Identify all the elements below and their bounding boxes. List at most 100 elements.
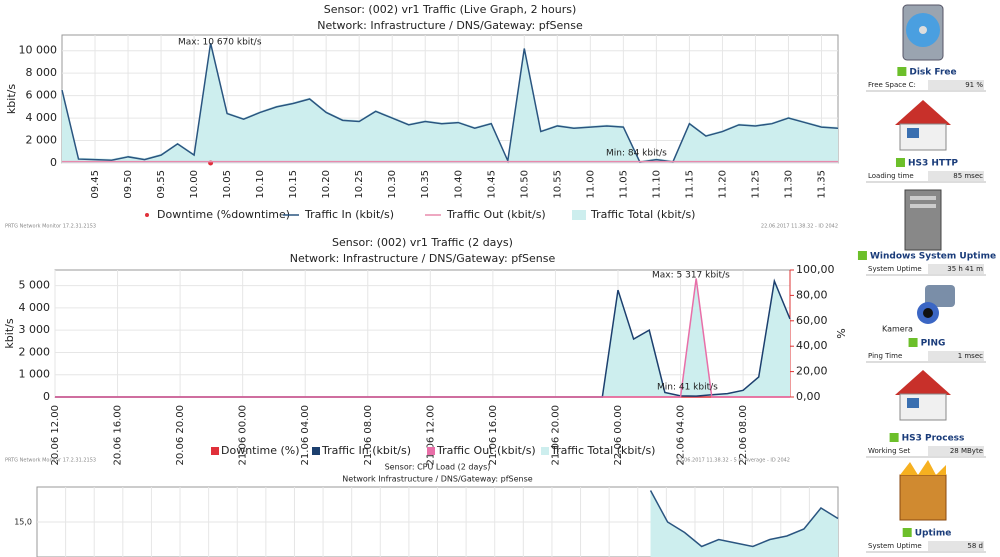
x-tick-label: 22.06 08.00 xyxy=(738,405,749,465)
channel-value: 35 h 41 m xyxy=(947,265,983,273)
x-tick-label: 21.06 12.00 xyxy=(425,405,436,465)
charts: Sensor: (002) vr1 Traffic (Live Graph, 2… xyxy=(3,3,848,557)
sensor-name: PING xyxy=(921,339,946,349)
x-tick-label: 09.45 xyxy=(90,170,101,199)
x-tick-label: 09.50 xyxy=(123,170,134,199)
sensor-panel: Kamera xyxy=(882,4,955,521)
x-tick-label: 10.10 xyxy=(255,170,266,199)
x-tick-label: 10.15 xyxy=(288,170,299,199)
legend-label: Downtime (%downtime) xyxy=(157,208,290,221)
x-tick-label: 11.25 xyxy=(750,170,761,199)
channel-name: Loading time xyxy=(868,172,914,180)
x-tick-label: 10.40 xyxy=(453,170,464,199)
channel-name: Free Space C: xyxy=(868,81,916,89)
chart-title: Sensor: (002) vr1 Traffic (2 days) xyxy=(332,236,513,249)
sensor-name: HS3 Process xyxy=(902,434,965,444)
legend-label: Traffic Out (kbit/s) xyxy=(436,444,536,457)
x-tick-label: 10.35 xyxy=(420,170,431,199)
y-axis-title: kbit/s xyxy=(3,318,16,348)
x-tick-label: 21.06 20.00 xyxy=(550,405,561,465)
sensor-name: Disk Free xyxy=(909,68,956,78)
y2-tick-label: 80,00 xyxy=(796,288,828,301)
legend-label: Traffic Total (kbit/s) xyxy=(590,208,695,221)
x-tick-label: 10.55 xyxy=(552,170,563,199)
y2-tick-label: 40,00 xyxy=(796,339,828,352)
legend-marker xyxy=(312,447,320,455)
y-tick-label: 1 000 xyxy=(19,368,51,381)
channel-value: 28 MByte xyxy=(950,447,983,455)
y-tick-label: 6 000 xyxy=(26,89,58,102)
y-tick-label: 8 000 xyxy=(26,66,58,79)
sensor-name: HS3 HTTP xyxy=(908,159,958,169)
status-ok-icon xyxy=(908,338,918,347)
y2-tick-label: 20,00 xyxy=(796,365,828,378)
channel-value: 91 % xyxy=(965,81,983,89)
x-tick-label: 11.10 xyxy=(651,170,662,199)
x-tick-label: 20.06 20.00 xyxy=(175,405,186,465)
chart-subtitle: Network: Infrastructure / DNS/Gateway: p… xyxy=(317,19,583,32)
chart: Sensor: CPU Load (2 days) Network Infrast… xyxy=(14,463,839,557)
x-tick-label: 20.06 12.00 xyxy=(50,405,61,465)
x-tick-label: 20.06 16.00 xyxy=(113,405,124,465)
chart-title: Sensor: (002) vr1 Traffic (Live Graph, 2… xyxy=(324,3,577,16)
firewall-icon xyxy=(899,460,947,521)
annotation: Min: 41 kbit/s xyxy=(657,383,718,393)
plot-area xyxy=(54,269,791,398)
x-tick-label: 10.00 xyxy=(189,170,200,199)
y-tick-label: 5 000 xyxy=(19,279,51,292)
chart: Sensor: (002) vr1 Traffic (Live Graph, 2… xyxy=(5,3,839,230)
channel-name: System Uptime xyxy=(868,542,922,550)
annotation: Max: 5 317 kbit/s xyxy=(652,271,730,281)
footer-note: PRTG Network Monitor 17.2.31.2153 xyxy=(5,458,96,464)
y-tick-label: 15,0 xyxy=(14,518,32,527)
footer-note: 22.06.2017 11.38.32 - 5 m Average - ID 2… xyxy=(676,458,790,464)
house-icon xyxy=(895,370,951,421)
legend-marker xyxy=(427,447,435,455)
annotation: Max: 10 670 kbit/s xyxy=(178,38,262,48)
chart-title: Sensor: CPU Load (2 days) xyxy=(385,463,491,472)
area xyxy=(650,490,838,557)
y-tick-label: 10 000 xyxy=(19,44,58,57)
y-tick-label: 2 000 xyxy=(19,345,51,358)
legend-label: Traffic Out (kbit/s) xyxy=(446,208,546,221)
chart-subtitle: Network: Infrastructure / DNS/Gateway: p… xyxy=(290,252,556,265)
area xyxy=(55,277,790,397)
series-line xyxy=(55,278,790,398)
x-tick-label: 22.06 00.00 xyxy=(613,405,624,465)
channel-gauge xyxy=(928,264,984,274)
chart: Sensor: (002) vr1 Traffic (2 days) Networ… xyxy=(3,236,848,465)
x-tick-label: 11.15 xyxy=(684,170,695,199)
channel-name: System Uptime xyxy=(868,265,922,273)
server-icon xyxy=(904,189,942,251)
y2-axis-title: % xyxy=(835,328,848,338)
y-tick-label: 0 xyxy=(50,156,57,169)
channel-gauge xyxy=(928,541,984,551)
legend-marker xyxy=(541,447,549,455)
channel-gauge xyxy=(928,351,984,361)
y2-tick-label: 0,00 xyxy=(796,390,821,403)
y2-tick-label: 100,00 xyxy=(796,263,835,276)
y-tick-label: 4 000 xyxy=(19,301,51,314)
x-tick-label: 11.00 xyxy=(585,170,596,199)
channel-name: Working Set xyxy=(868,447,911,455)
x-tick-label: 10.25 xyxy=(354,170,365,199)
footer-note: PRTG Network Monitor 17.2.31.2153 xyxy=(5,224,96,230)
x-tick-label: 22.06 04.00 xyxy=(676,405,687,465)
x-tick-label: 21.06 08.00 xyxy=(363,405,374,465)
channel-gauge xyxy=(928,171,984,181)
legend-label: Downtime (%) xyxy=(221,444,300,457)
status-ok-icon xyxy=(895,158,905,167)
x-tick-label: 10.50 xyxy=(519,170,530,199)
channel-gauge xyxy=(928,80,984,90)
camera-icon xyxy=(917,285,955,324)
channel-gauge xyxy=(928,446,984,456)
y2-tick-label: 60,00 xyxy=(796,314,828,327)
channel-value: 85 msec xyxy=(953,172,983,180)
sensor-name: Uptime xyxy=(915,529,952,539)
x-tick-label: 11.30 xyxy=(783,170,794,199)
area xyxy=(62,41,838,163)
channel-name: Ping Time xyxy=(868,352,902,360)
y-axis-title: kbit/s xyxy=(5,84,18,114)
series-line xyxy=(649,490,839,548)
